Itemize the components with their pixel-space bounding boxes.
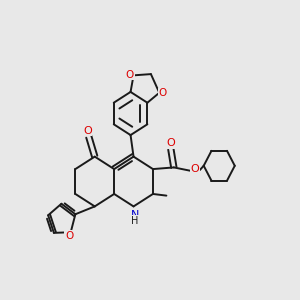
- Text: O: O: [159, 88, 167, 98]
- Text: O: O: [191, 164, 200, 174]
- Text: O: O: [83, 126, 92, 136]
- Text: N: N: [131, 210, 139, 220]
- Text: O: O: [65, 230, 74, 241]
- Text: O: O: [125, 70, 134, 80]
- Text: H: H: [131, 216, 139, 226]
- Text: O: O: [167, 138, 175, 148]
